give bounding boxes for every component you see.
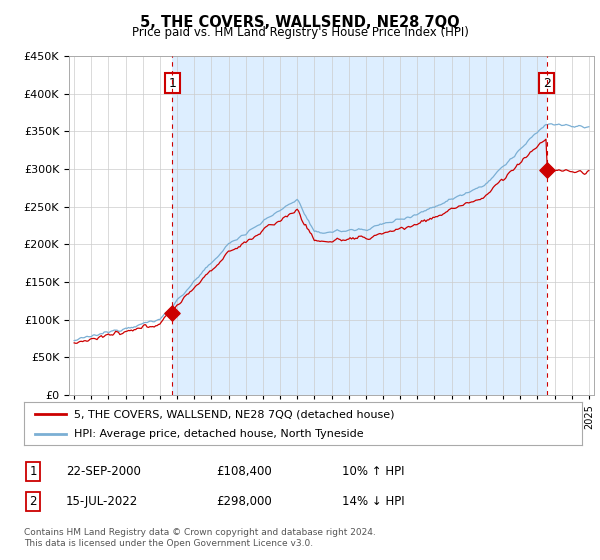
Text: 14% ↓ HPI: 14% ↓ HPI [342,494,404,508]
Text: 5, THE COVERS, WALLSEND, NE28 7QQ (detached house): 5, THE COVERS, WALLSEND, NE28 7QQ (detac… [74,409,395,419]
Text: 1: 1 [29,465,37,478]
Text: £298,000: £298,000 [216,494,272,508]
Text: Contains HM Land Registry data © Crown copyright and database right 2024.
This d: Contains HM Land Registry data © Crown c… [24,528,376,548]
Text: £108,400: £108,400 [216,465,272,478]
Text: 5, THE COVERS, WALLSEND, NE28 7QQ: 5, THE COVERS, WALLSEND, NE28 7QQ [140,15,460,30]
Point [167,309,177,318]
Text: HPI: Average price, detached house, North Tyneside: HPI: Average price, detached house, Nort… [74,430,364,440]
Point [542,166,551,175]
Text: 10% ↑ HPI: 10% ↑ HPI [342,465,404,478]
Text: 15-JUL-2022: 15-JUL-2022 [66,494,138,508]
Text: 2: 2 [543,77,551,90]
Text: 22-SEP-2000: 22-SEP-2000 [66,465,141,478]
Text: 1: 1 [169,77,176,90]
Text: Price paid vs. HM Land Registry's House Price Index (HPI): Price paid vs. HM Land Registry's House … [131,26,469,39]
Bar [172,56,547,395]
Text: 2: 2 [29,494,37,508]
